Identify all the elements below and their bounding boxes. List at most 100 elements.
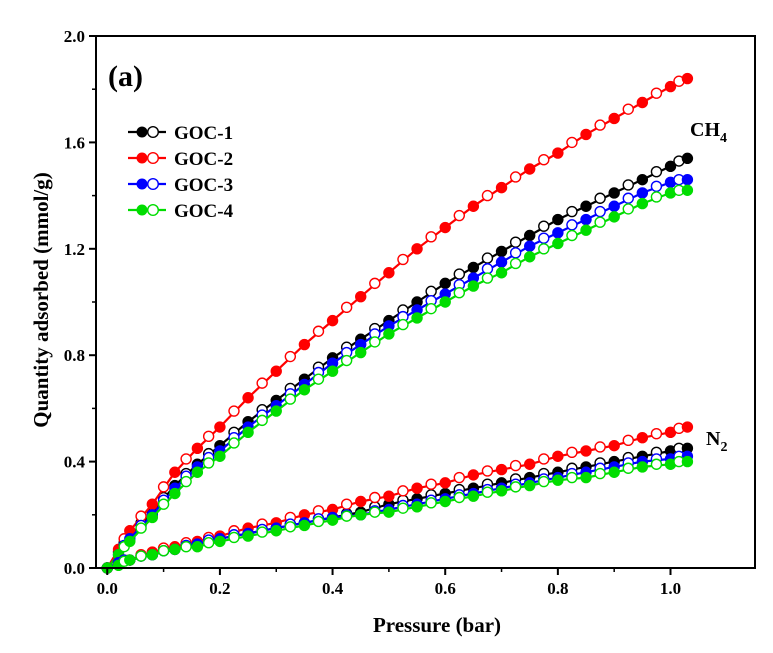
desorption-point (228, 437, 240, 449)
desorption-point (397, 502, 409, 514)
legend-item: GOC-2 (128, 149, 233, 170)
desorption-point (453, 268, 465, 280)
legend-label: GOC-1 (174, 123, 233, 144)
adsorption-point (439, 277, 451, 290)
legend-label: GOC-3 (174, 175, 233, 196)
legend-label: GOC-2 (174, 149, 233, 170)
x-tick-label: 0.6 (435, 579, 456, 598)
adsorption-point (681, 173, 694, 186)
desorption-point (594, 467, 606, 480)
desorption-point (622, 103, 634, 115)
adsorption-point (636, 173, 649, 186)
desorption-point (566, 219, 578, 231)
adsorption-point (439, 296, 451, 308)
legend-swatch-open-marker (146, 203, 159, 216)
desorption-point (650, 427, 663, 440)
desorption-point (157, 481, 170, 493)
legend-swatch-open-marker (146, 151, 159, 164)
adsorption-point (495, 245, 508, 258)
adsorption-point (681, 184, 694, 196)
desorption-point (594, 205, 606, 218)
adsorption-point (411, 312, 423, 324)
desorption-point (509, 459, 522, 472)
adsorption-point (411, 243, 423, 255)
desorption-point (157, 498, 170, 510)
desorption-point (509, 247, 522, 259)
adsorption-point (355, 509, 367, 521)
adsorption-point (552, 474, 564, 486)
adsorption-point (411, 501, 423, 513)
desorption-point (453, 471, 465, 484)
adsorption-point (124, 535, 136, 548)
desorption-point (538, 220, 550, 232)
adsorption-point (608, 439, 620, 452)
desorption-point (180, 475, 192, 488)
desorption-point (284, 350, 297, 363)
desorption-point (369, 277, 381, 290)
adsorption-point (467, 280, 480, 292)
adsorption-point (524, 479, 536, 492)
adsorption-point (439, 221, 451, 234)
series-ch4-3 (101, 173, 694, 574)
desorption-point (228, 405, 240, 417)
adsorption-point (326, 365, 339, 377)
desorption-point (566, 229, 578, 242)
desorption-point (566, 136, 578, 149)
adsorption-point (495, 463, 508, 476)
desorption-point (157, 545, 170, 557)
adsorption-point (608, 200, 620, 212)
adsorption-point (580, 200, 592, 212)
desorption-point (340, 498, 353, 510)
adsorption-point (214, 450, 226, 462)
desorption-point (538, 453, 550, 465)
adsorption-point (636, 431, 649, 444)
adsorption-point (467, 200, 480, 212)
desorption-point (284, 521, 297, 533)
desorption-point (594, 119, 606, 131)
desorption-point (180, 453, 192, 465)
adsorption-point (298, 384, 311, 396)
desorption-point (397, 485, 409, 497)
adsorption-point (636, 187, 649, 199)
adsorption-point (524, 458, 536, 470)
adsorption-point (552, 237, 564, 250)
desorption-point (369, 491, 381, 504)
desorption-point (481, 486, 494, 498)
series-n2-2 (101, 421, 694, 574)
x-tick-label: 0.2 (209, 579, 230, 598)
desorption-point (453, 209, 465, 222)
y-tick-label: 1.2 (64, 240, 85, 259)
desorption-point (594, 192, 606, 204)
panel-label: (a) (108, 60, 143, 93)
legend-swatch-marker (136, 204, 148, 216)
desorption-point (538, 475, 550, 488)
legend-swatch-open-marker (146, 125, 159, 138)
desorption-point (369, 506, 381, 518)
desorption-point (622, 434, 634, 447)
desorption-point (509, 171, 522, 183)
adsorption-point (355, 346, 367, 359)
adsorption-point (242, 426, 254, 439)
desorption-point (397, 253, 409, 266)
desorption-point (622, 462, 634, 474)
adsorption-point (552, 227, 564, 239)
desorption-point (594, 216, 606, 228)
legend-swatch-marker (136, 178, 148, 190)
adsorption-point (467, 261, 480, 274)
desorption-point (425, 497, 437, 509)
desorption-point (509, 481, 522, 493)
desorption-point (481, 272, 494, 284)
desorption-point (312, 373, 325, 385)
adsorption-point (270, 525, 282, 537)
adsorption-point (191, 442, 204, 454)
adsorption-point (298, 519, 311, 532)
desorption-point (256, 526, 268, 538)
adsorption-point (326, 514, 339, 526)
desorption-point (481, 252, 494, 264)
legend-item: GOC-1 (128, 123, 233, 144)
adsorption-point (580, 445, 592, 457)
adsorption-point (355, 495, 367, 508)
desorption-point (425, 302, 437, 315)
x-axis-title: Pressure (bar) (373, 613, 501, 637)
adsorption-point (608, 112, 620, 125)
